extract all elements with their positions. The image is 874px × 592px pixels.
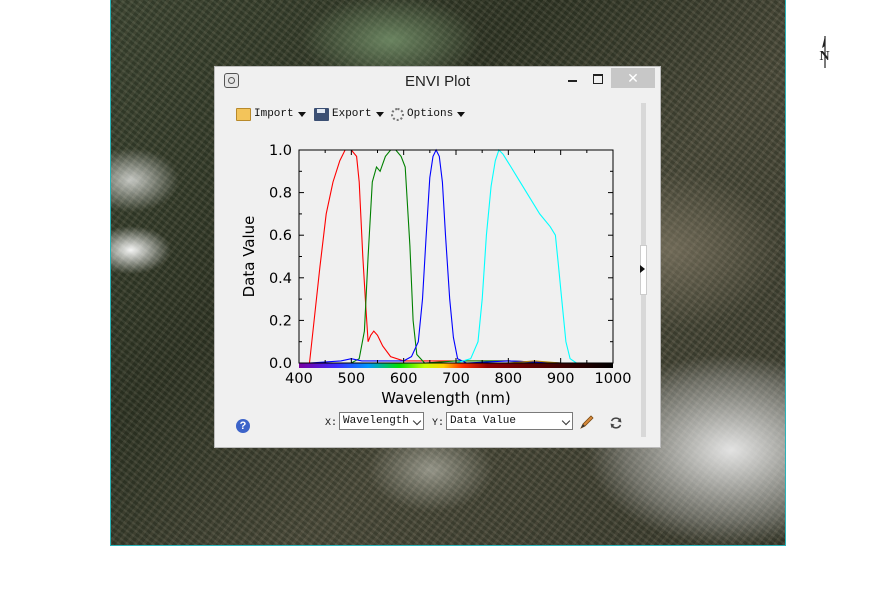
window-title: ENVI Plot	[404, 73, 471, 90]
options-menu-button[interactable]: Options	[391, 105, 466, 123]
x-tick-label: 900	[547, 371, 575, 387]
spectral-plot[interactable]: 400 500 600 700 800 900 1000 0.0 0.2 0.4 0.6 0.8 1.0…	[215, 67, 635, 413]
envi-plot-window: ENVI Plot ✕ Import Export Options 400 500…	[214, 66, 661, 448]
chevron-down-icon	[297, 111, 306, 117]
x-axis-title: Wavelength (nm)	[381, 389, 511, 407]
x-tick-label: 400	[285, 371, 313, 387]
y-tick-label: 1.0	[269, 143, 292, 159]
chevron-down-icon	[457, 111, 466, 117]
north-arrow-icon: N	[820, 36, 830, 68]
close-icon: ✕	[627, 70, 639, 86]
x-tick-label: 800	[494, 371, 522, 387]
title-bar[interactable]: ENVI Plot ✕	[215, 67, 660, 97]
y-tick-label: 0.0	[269, 356, 292, 372]
plot-background	[299, 150, 613, 363]
series-line-4	[309, 148, 613, 364]
spectrum-color-bar	[299, 363, 613, 368]
x-axis-select-value: Wavelength	[343, 415, 410, 427]
maximize-button[interactable]	[585, 68, 611, 88]
expand-panel-arrow-icon[interactable]	[640, 265, 645, 273]
series-line-1	[308, 149, 613, 364]
minimize-icon	[567, 80, 577, 82]
axis-controls: ? X: Wavelength Y: Data Value	[215, 411, 660, 435]
x-tick-label: 1000	[595, 371, 632, 387]
y-axis-title: Data Value	[240, 216, 258, 298]
options-label: Options	[407, 108, 454, 120]
x-tick-label: 600	[390, 371, 418, 387]
folder-icon	[236, 107, 251, 121]
chevron-down-icon	[375, 111, 384, 117]
y-tick-label: 0.2	[269, 313, 292, 329]
x-axis-selector-label: X:	[325, 418, 338, 429]
x-axis-select[interactable]: Wavelength	[339, 412, 424, 430]
export-menu-button[interactable]: Export	[314, 105, 384, 123]
y-tick-label: 0.8	[269, 186, 292, 202]
x-tick-label: 500	[337, 371, 365, 387]
export-label: Export	[332, 108, 372, 120]
north-label: N	[820, 49, 830, 64]
y-axis-selector-label: Y:	[432, 418, 445, 429]
gear-icon	[391, 107, 404, 121]
import-label: Import	[254, 108, 294, 120]
x-tick-label: 700	[442, 371, 470, 387]
y-axis-select-value: Data Value	[450, 415, 517, 427]
minimize-button[interactable]	[559, 68, 585, 88]
series-line-3	[309, 148, 613, 364]
close-button[interactable]: ✕	[611, 68, 655, 88]
chevron-down-icon	[412, 416, 422, 426]
app-icon	[224, 73, 239, 88]
pencil-icon[interactable]	[580, 415, 594, 429]
save-icon	[314, 107, 329, 121]
help-icon[interactable]: ?	[236, 419, 250, 433]
y-tick-label: 0.4	[269, 271, 292, 287]
y-tick-label: 0.6	[269, 228, 292, 244]
chevron-down-icon	[561, 416, 571, 426]
y-axis-select[interactable]: Data Value	[446, 412, 573, 430]
refresh-icon[interactable]	[609, 416, 623, 430]
import-menu-button[interactable]: Import	[236, 105, 306, 123]
maximize-icon	[593, 74, 603, 84]
